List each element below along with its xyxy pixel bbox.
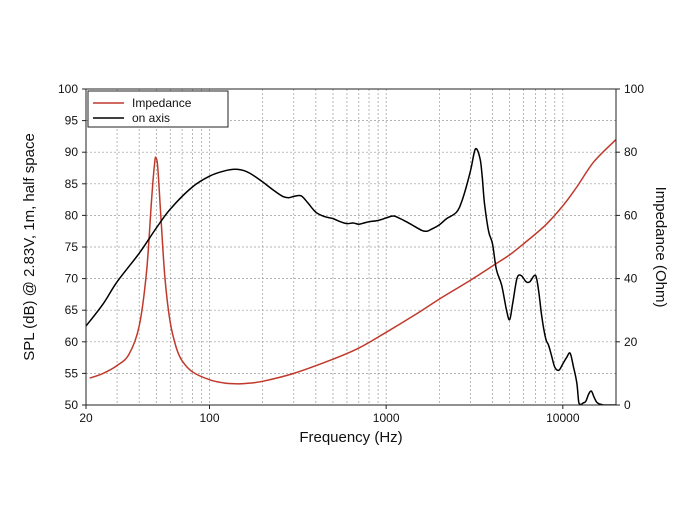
legend-box <box>87 90 229 128</box>
y-right-tick-label: 100 <box>624 82 644 96</box>
x-tick-label: 1000 <box>373 411 400 425</box>
legend-label-impedance: Impedance <box>132 96 192 110</box>
y-left-tick-label: 65 <box>65 303 79 317</box>
series-layer <box>86 139 616 405</box>
y-left-tick-label: 85 <box>65 177 79 191</box>
y-left-tick-label: 50 <box>65 398 79 412</box>
y-right-tick-label: 20 <box>624 335 638 349</box>
y-left-tick-label: 80 <box>65 208 79 222</box>
y-right-tick-label: 80 <box>624 145 638 159</box>
series-line-impedance <box>89 139 616 385</box>
y-right-tick-label: 60 <box>624 208 638 222</box>
legend: Impedance on axis <box>87 90 229 128</box>
y-right-axis-title: Impedance (Ohm) <box>652 187 669 308</box>
y-left-tick-label: 70 <box>65 272 79 286</box>
axis-ticks: 20 100 1000 1000050556065707580859095100020… <box>58 82 644 425</box>
y-right-tick-label: 40 <box>624 272 638 286</box>
x-axis-title: Frequency (Hz) <box>299 429 402 446</box>
x-tick-label: 10000 <box>546 411 580 425</box>
y-left-tick-label: 55 <box>65 366 79 380</box>
series-line-on-axis <box>86 147 616 405</box>
y-left-axis-title: SPL (dB) @ 2.83V, 1m, half space <box>21 133 38 361</box>
grid <box>86 89 616 405</box>
y-left-tick-label: 60 <box>65 335 79 349</box>
y-left-tick-label: 95 <box>65 114 79 128</box>
x-tick-label: 20 <box>79 411 93 425</box>
y-left-tick-label: 75 <box>65 240 79 254</box>
y-left-tick-label: 90 <box>65 145 79 159</box>
x-tick-label: 100 <box>199 411 219 425</box>
y-right-tick-label: 0 <box>624 398 631 412</box>
y-left-tick-label: 100 <box>58 82 78 96</box>
legend-label-on-axis: on axis <box>132 111 170 125</box>
